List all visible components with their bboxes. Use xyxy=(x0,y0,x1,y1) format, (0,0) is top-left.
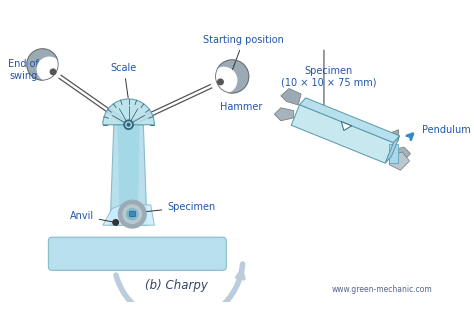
Polygon shape xyxy=(391,147,410,160)
Text: (b) Charpy: (b) Charpy xyxy=(145,279,208,292)
Text: Specimen: Specimen xyxy=(142,202,216,212)
Text: Hammer: Hammer xyxy=(219,102,262,112)
Polygon shape xyxy=(103,205,155,225)
Circle shape xyxy=(118,200,146,228)
Text: Starting position: Starting position xyxy=(203,35,284,75)
Polygon shape xyxy=(300,98,400,143)
Polygon shape xyxy=(341,122,352,131)
Polygon shape xyxy=(389,152,410,170)
FancyBboxPatch shape xyxy=(129,211,135,216)
Circle shape xyxy=(127,208,138,220)
Polygon shape xyxy=(281,89,301,105)
Circle shape xyxy=(27,49,58,80)
Polygon shape xyxy=(110,125,147,225)
Circle shape xyxy=(113,220,118,225)
Text: Pendulum: Pendulum xyxy=(422,125,471,135)
Circle shape xyxy=(126,122,131,127)
Polygon shape xyxy=(291,105,393,163)
Text: www.green-mechanic.com: www.green-mechanic.com xyxy=(332,285,433,294)
Circle shape xyxy=(216,60,249,93)
Circle shape xyxy=(123,205,141,223)
Text: End of
swing: End of swing xyxy=(8,59,39,81)
Polygon shape xyxy=(274,108,294,121)
Circle shape xyxy=(218,79,223,85)
Wedge shape xyxy=(103,99,155,125)
Polygon shape xyxy=(386,130,399,144)
Circle shape xyxy=(130,212,135,216)
Text: Anvil: Anvil xyxy=(70,211,113,222)
Text: Scale: Scale xyxy=(111,63,137,98)
Circle shape xyxy=(50,69,56,75)
Circle shape xyxy=(37,57,61,81)
Text: Specimen
(10 × 10 × 75 mm): Specimen (10 × 10 × 75 mm) xyxy=(281,66,376,87)
Polygon shape xyxy=(389,144,399,163)
Circle shape xyxy=(124,120,133,129)
Circle shape xyxy=(127,123,130,126)
FancyBboxPatch shape xyxy=(48,237,226,270)
Polygon shape xyxy=(118,125,140,225)
Polygon shape xyxy=(385,136,400,163)
Circle shape xyxy=(211,68,237,93)
